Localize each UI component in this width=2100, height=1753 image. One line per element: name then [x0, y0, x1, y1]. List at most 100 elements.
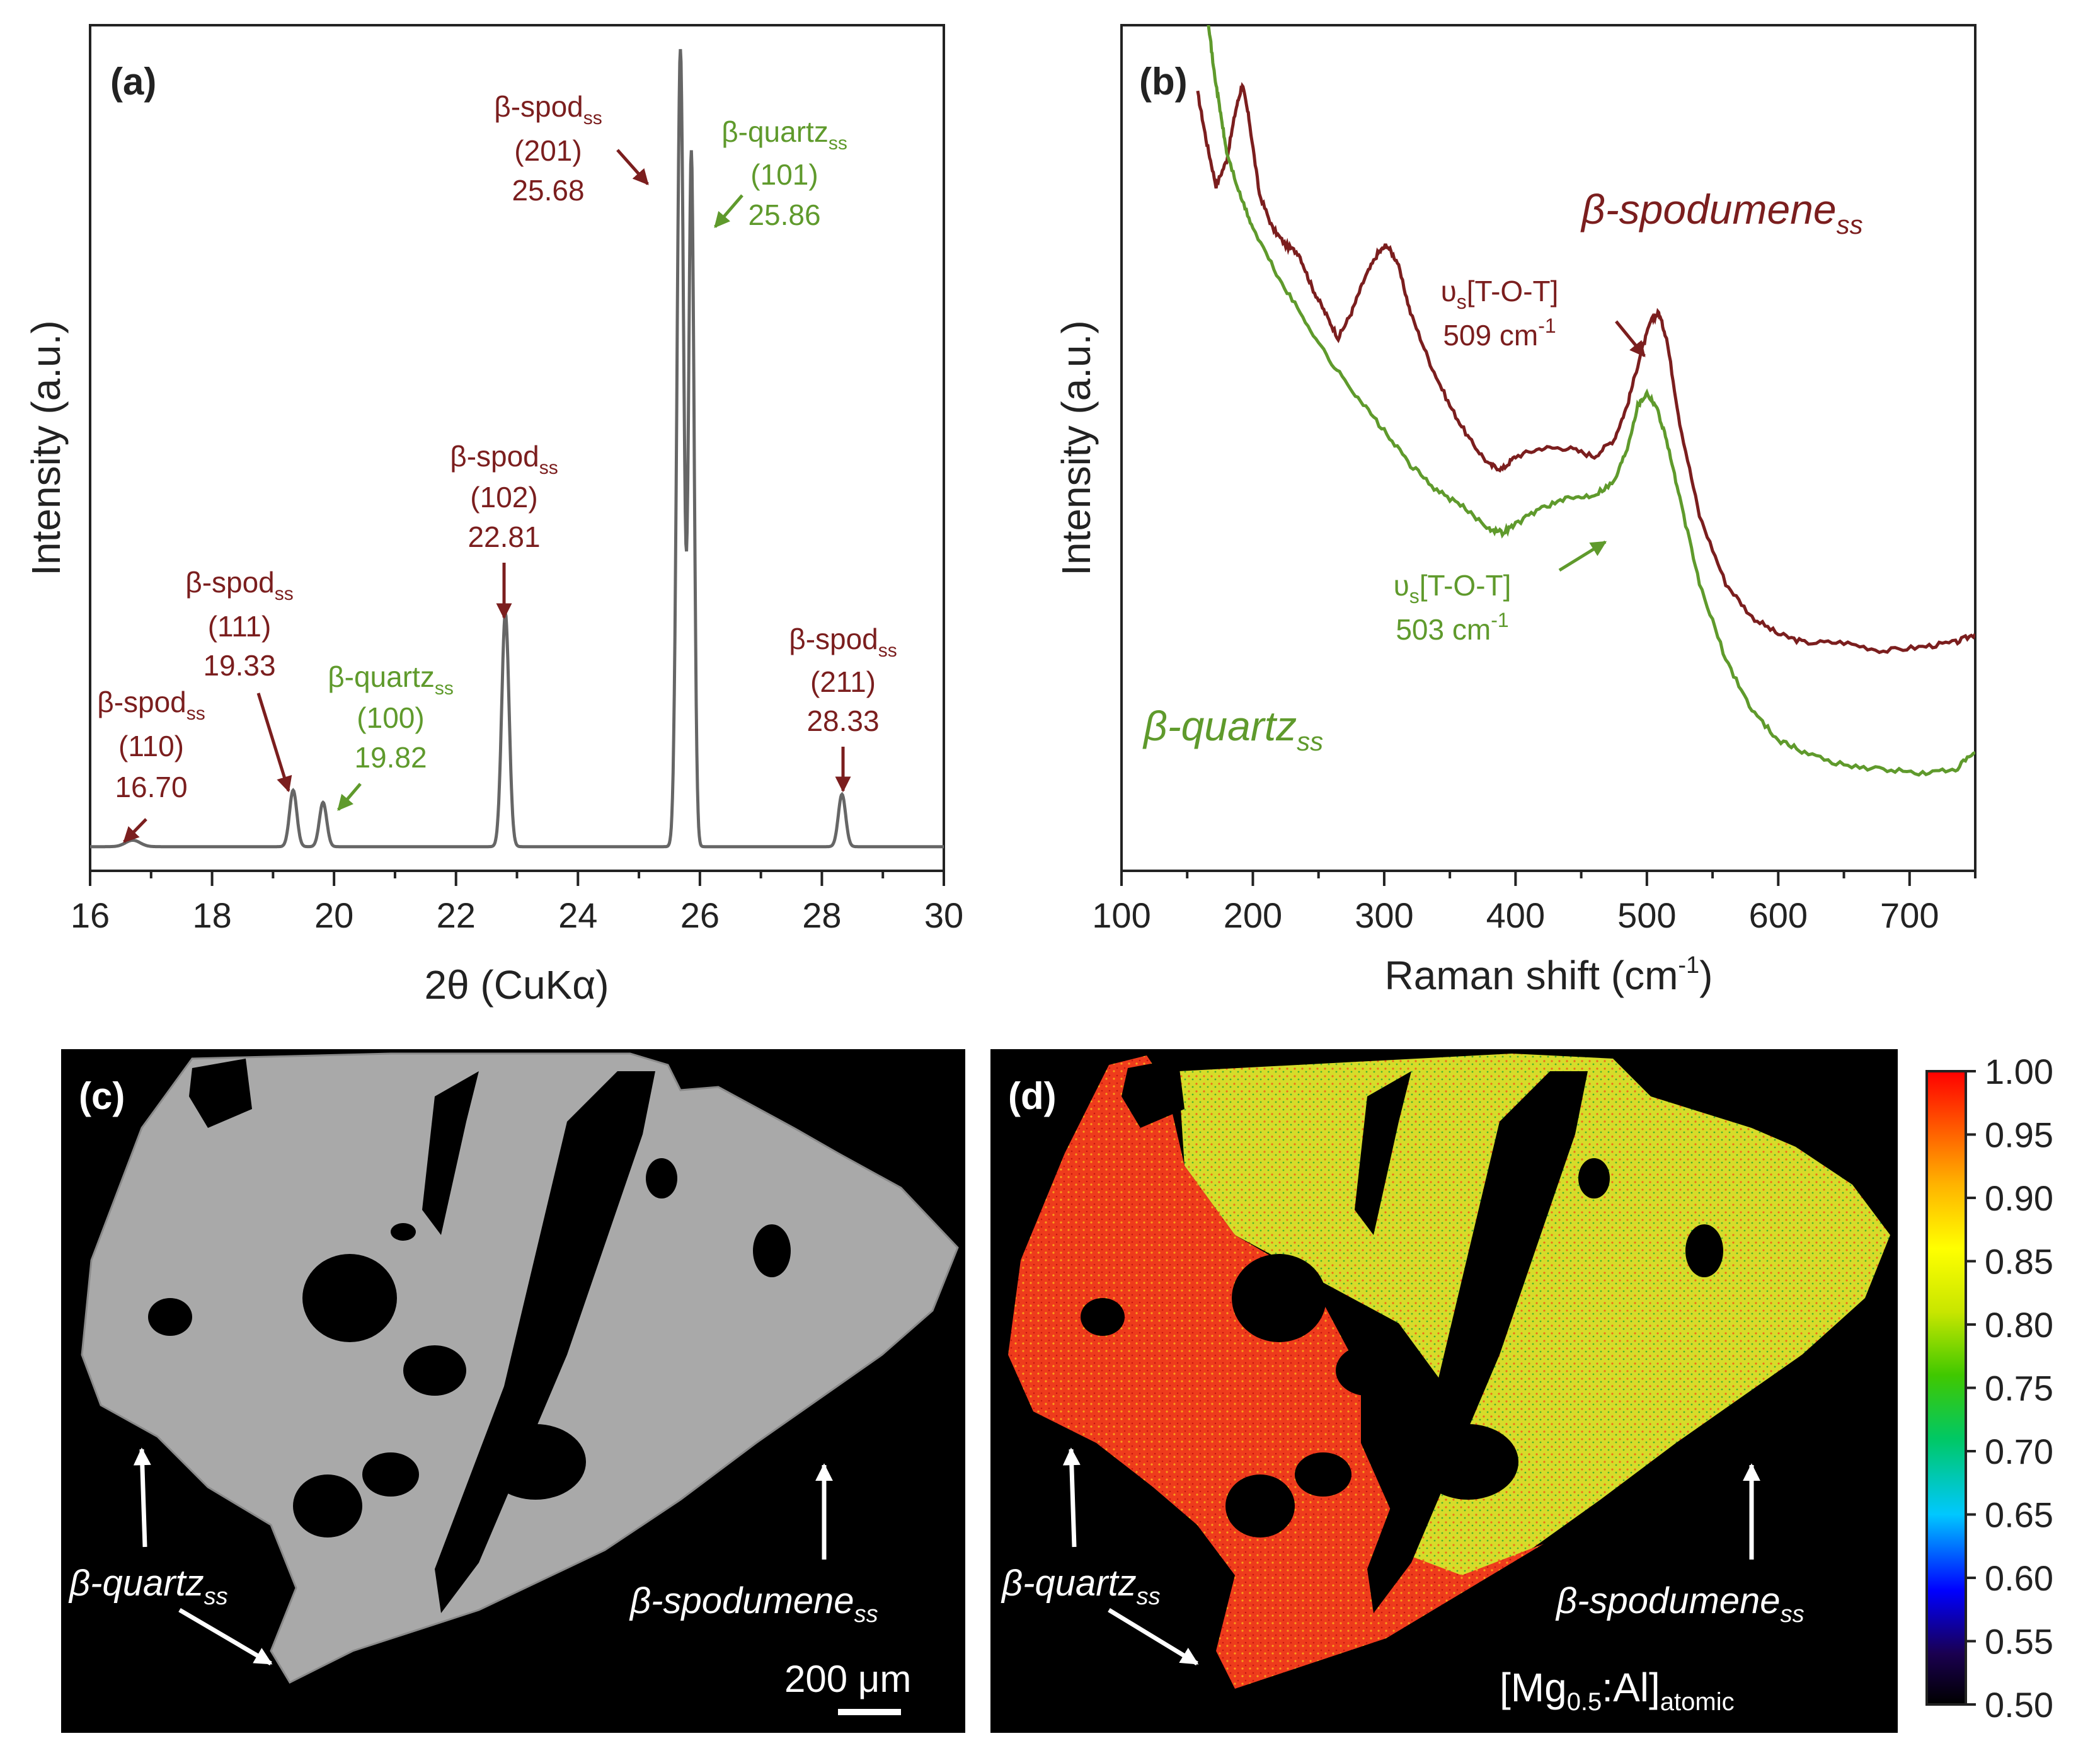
colorbar-tick-label: 0.55: [1985, 1622, 2053, 1662]
map-quantity-label: [Mg0.5:Al]atomic: [1500, 1665, 1735, 1716]
xrd-tick-label: 28: [802, 895, 841, 935]
map-pores: [1081, 1059, 1723, 1613]
colorbar-tick-label: 0.95: [1985, 1115, 2053, 1155]
ann-211-hkl: (211): [810, 665, 876, 698]
ann-110-value: 16.70: [115, 771, 187, 803]
ann-100-value: 19.82: [354, 741, 427, 774]
xrd-y-axis-label: Intensity (a.u.): [23, 320, 69, 576]
colorbar-ticks: 1.00 0.95 0.90 0.85 0.80 0.75 0.70 0.65 0.60 0.55…: [1966, 1052, 2053, 1725]
colorbar-tick-label: 0.75: [1985, 1369, 2053, 1408]
raman-panel: (b) 100 200 300 400 500 600 700 Raman shift (c…: [1053, 24, 1977, 998]
ann-101-value: 25.86: [748, 198, 820, 231]
ann-101-hkl: (101): [750, 158, 818, 191]
bse-micrograph-panel: (c) β-quartzss β-spodumeness 200 μm: [61, 1049, 965, 1733]
map-quartz-region: [1008, 1055, 1544, 1689]
raman-spodumene-line: [1196, 82, 1975, 655]
xrd-pattern-line: [90, 49, 944, 849]
ann-101-phase: β-quartzss: [721, 115, 847, 154]
ann-spod-arrow: [1615, 320, 1646, 357]
xrd-tick-label: 18: [192, 895, 231, 935]
colorbar-tick-label: 0.70: [1985, 1432, 2053, 1471]
ann-102-value: 22.81: [468, 520, 540, 553]
xrd-tick-label: 24: [558, 895, 597, 935]
raman-tick-label: 700: [1880, 895, 1939, 935]
xrd-annotation-201: β-spodss (201) 25.68: [494, 90, 649, 207]
ann-102-phase: β-spodss: [450, 440, 558, 478]
raman-tick-label: 100: [1092, 895, 1150, 935]
ann-111-hkl: (111): [208, 610, 272, 643]
bse-quartz-arrow-diag: [178, 1607, 273, 1666]
colorbar-tick-label: 0.85: [1985, 1242, 2053, 1282]
map-quartz-label: β-quartzss: [1001, 1563, 1161, 1610]
map-spod-region: [1178, 1054, 1890, 1594]
bse-quartz-arrow-up: [133, 1447, 151, 1548]
ann-100-hkl: (100): [357, 701, 424, 734]
ann-211-value: 28.33: [806, 704, 879, 737]
xrd-annotation-111: β-spodss (111) 19.33: [185, 566, 294, 793]
scale-bar-label: 200 μm: [784, 1658, 911, 1700]
xrd-annotation-100: β-quartzss (100) 19.82: [328, 660, 454, 811]
raman-y-axis-label: Intensity (a.u.): [1053, 320, 1099, 576]
bse-spod-label: β-spodumeness: [629, 1580, 878, 1628]
colorbar-tick-label: 0.60: [1985, 1558, 2053, 1598]
xrd-tick-label: 26: [680, 895, 720, 935]
scale-bar: [838, 1709, 901, 1715]
colorbar-tick-label: 0.65: [1985, 1495, 2053, 1535]
xrd-panel: (a) 16 18 20 22 24 26 28 30 2θ (CuKα) Intensity…: [23, 24, 963, 1008]
colorbar-tick-label: 0.90: [1985, 1178, 2053, 1218]
ann-111-value: 19.33: [203, 649, 275, 682]
ann-110-hkl: (110): [118, 730, 184, 762]
map-spod-label: β-spodumeness: [1555, 1580, 1805, 1628]
bse-quartz-label: β-quartzss: [68, 1563, 228, 1610]
colorbar-gradient: [1925, 1070, 1967, 1706]
ann-100-arrow: [337, 783, 362, 811]
ann-quartz-mode: υs[T-O-T]: [1394, 569, 1512, 607]
colorbar-tick-label: 0.80: [1985, 1305, 2053, 1345]
ann-spod-value: 509 cm-1: [1443, 314, 1556, 352]
legend-spodumene: β-spodumeness: [1580, 186, 1863, 239]
raman-x-ticks: 100 200 300 400 500 600 700: [1092, 871, 1977, 935]
ann-110-arrow: [123, 818, 147, 843]
ann-111-arrow: [256, 693, 292, 793]
ann-201-value: 25.68: [512, 174, 584, 207]
ann-211-phase: β-spodss: [789, 623, 897, 661]
raman-tick-label: 500: [1617, 895, 1676, 935]
xrd-tick-label: 20: [314, 895, 353, 935]
xrd-tick-label: 30: [924, 895, 963, 935]
colorbar-tick-label: 0.50: [1985, 1685, 2053, 1725]
raman-quartz-line: [1207, 25, 1975, 777]
raman-x-axis-label: Raman shift (cm-1): [1385, 952, 1713, 998]
ann-100-phase: β-quartzss: [328, 660, 454, 699]
bse-pores: [148, 1059, 791, 1613]
panel-b-label: (b): [1139, 60, 1188, 103]
ann-201-arrow: [616, 149, 649, 185]
ann-201-hkl: (201): [514, 134, 582, 167]
xrd-tick-label: 22: [437, 895, 476, 935]
colorbar-tick-label: 1.00: [1985, 1052, 2053, 1091]
raman-annotation-spod: υs[T-O-T] 509 cm-1: [1441, 275, 1646, 357]
xrd-annotation-102: β-spodss (102) 22.81: [450, 440, 558, 619]
ann-111-phase: β-spodss: [185, 566, 294, 604]
legend-quartz: β-quartzss: [1142, 703, 1323, 756]
eds-map-panel: (d) β-quartzss β-spodumeness [Mg0.5:Al]a…: [990, 1049, 1898, 1733]
xrd-tick-label: 16: [71, 895, 110, 935]
raman-plot-frame: [1120, 24, 1977, 872]
ann-quartz-value: 503 cm-1: [1396, 609, 1508, 646]
panel-c-label: (c): [79, 1075, 125, 1117]
xrd-annotation-110: β-spodss (110) 16.70: [97, 686, 205, 843]
ann-quartz-arrow: [1558, 540, 1607, 572]
xrd-annotation-211: β-spodss (211) 28.33: [789, 623, 897, 793]
ann-201-phase: β-spodss: [494, 90, 602, 129]
colorbar: 1.00 0.95 0.90 0.85 0.80 0.75 0.70 0.65 0.60 0.55…: [1925, 1052, 2053, 1725]
raman-tick-label: 300: [1355, 895, 1413, 935]
xrd-x-ticks: 16 18 20 22 24 26 28 30: [71, 871, 963, 935]
xrd-annotation-101: β-quartzss (101) 25.86: [714, 115, 847, 231]
ann-110-phase: β-spodss: [97, 686, 205, 724]
panel-a-label: (a): [110, 60, 156, 103]
ann-101-arrow: [714, 194, 743, 228]
raman-tick-label: 400: [1486, 895, 1545, 935]
raman-annotation-quartz: υs[T-O-T] 503 cm-1: [1394, 540, 1607, 646]
raman-tick-label: 600: [1749, 895, 1808, 935]
raman-tick-label: 200: [1224, 895, 1282, 935]
